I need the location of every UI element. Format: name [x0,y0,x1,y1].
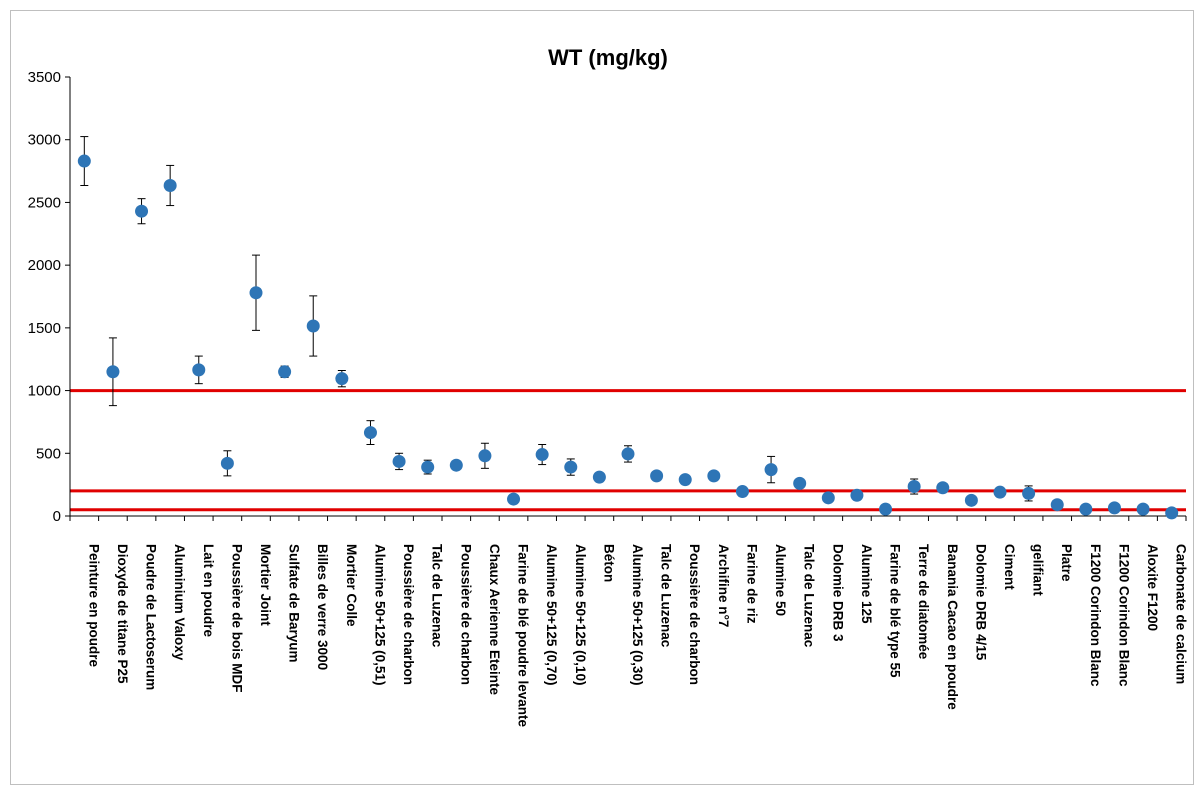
category-label: Ciment [1002,544,1017,590]
data-point [1165,506,1179,520]
category-label: F1200 Corindon Blanc [1116,544,1131,687]
category-label: Alumine 125 [859,544,874,624]
y-tick-labels: 0 500 1000 1500 2000 2500 3000 3500 [28,69,61,525]
category-label: Mortier Colle [344,544,359,627]
category-label: Peinture en poudre [86,544,101,668]
axes [65,76,1187,521]
category-label: Chaux Aerienne Eteinte [487,544,502,696]
data-point [793,476,807,490]
category-label: F1200 Corindon Blanc [1088,544,1103,687]
category-labels: Peinture en poudre Dioxyde de titane P25 P… [86,544,1188,728]
data-point [764,463,778,477]
y-tick-label: 500 [36,445,61,462]
data-point [907,480,921,494]
category-label: Lait en poudre [201,544,216,637]
category-label: Dolomie DRB 3 [830,544,845,642]
y-tick-label: 0 [53,508,61,525]
y-tick-label: 2500 [28,194,61,211]
data-point [993,485,1007,499]
category-label: Platre [1059,544,1074,582]
data-point [1136,502,1150,516]
category-label: Talc de Luzenac [430,544,445,648]
data-point [478,449,492,463]
category-label: Mortier Joint [258,544,273,626]
data-point [1079,502,1093,516]
y-tick-label: 3500 [28,69,61,86]
data-point [421,460,435,474]
category-label: Poussière de charbon [401,544,416,685]
data-point [77,154,91,168]
chart-title: WT (mg/kg) [548,45,668,70]
data-point [249,286,263,300]
data-point [1022,486,1036,500]
category-label: Dioxyde de titane P25 [115,544,130,684]
data-point [707,469,721,483]
category-label: Terre de diatomée [916,544,931,660]
data-point [879,502,893,516]
data-point [592,470,606,484]
data-point [735,485,749,499]
category-label: Poussière de bois MDF [229,544,244,693]
data-point [106,365,120,379]
data-point [363,426,377,440]
data-point [392,454,406,468]
data-point [964,493,978,507]
data-point [507,492,521,506]
y-tick-label: 3000 [28,132,61,149]
data-point [1050,498,1064,512]
category-label: Aloxite F1200 [1145,544,1160,631]
data-points [77,154,1179,520]
category-label: Poussière de charbon [458,544,473,685]
data-point [449,458,463,472]
chart-frame: WT (mg/kg) 0 500 1000 1500 2000 2500 3000 3500 … [10,10,1194,785]
data-point [192,363,206,377]
category-label: Alumine 50+125 (0,10) [573,544,588,685]
category-label: gelifiant [1031,544,1046,596]
data-point [1107,501,1121,515]
category-label: Poudre de Lactoserum [144,544,159,690]
category-label: Alumine 50+125 (0,70) [544,544,559,685]
data-point [821,491,835,505]
category-label: Alumine 50+125 (0,30) [630,544,645,685]
error-bars [80,136,1033,502]
data-point [650,469,664,483]
data-point [850,488,864,502]
category-label: Farine de blé poudre levante [516,544,531,728]
data-point [564,460,578,474]
category-label: Dolomie DRB 4/15 [973,544,988,661]
category-label: Farine de blé type 55 [888,544,903,678]
category-label: Béton [601,544,616,582]
category-label: Aluminium Valoxy [172,544,187,661]
y-tick-label: 1000 [28,383,61,400]
category-label: Sulfate de Baryum [287,544,302,663]
category-label: Farine de riz [744,544,759,624]
category-label: Carbonate de calcium [1174,544,1189,684]
scatter-chart: WT (mg/kg) 0500100015002000250030003500 … [28,45,1189,728]
data-point [163,178,177,192]
category-label: Archifine n°7 [716,544,731,627]
category-label: Billes de verre 3000 [315,544,330,670]
data-point [678,473,692,487]
data-point [306,319,320,333]
category-label: Alumine 50 [773,544,788,616]
category-label: Talc de Luzenac [659,544,674,648]
data-point [335,372,349,386]
data-point [135,204,149,218]
category-label: Talc de Luzenac [802,544,817,648]
category-label: Alumine 50+125 (0,51) [372,544,387,685]
data-point [220,456,234,470]
data-point [621,447,635,461]
y-tick-label: 2000 [28,257,61,274]
y-tick-label: 1500 [28,320,61,337]
category-label: Banania Cacao en poudre [945,544,960,710]
data-point [278,365,292,379]
data-point [535,448,549,462]
data-point [936,481,950,495]
category-label: Poussière de charbon [687,544,702,685]
